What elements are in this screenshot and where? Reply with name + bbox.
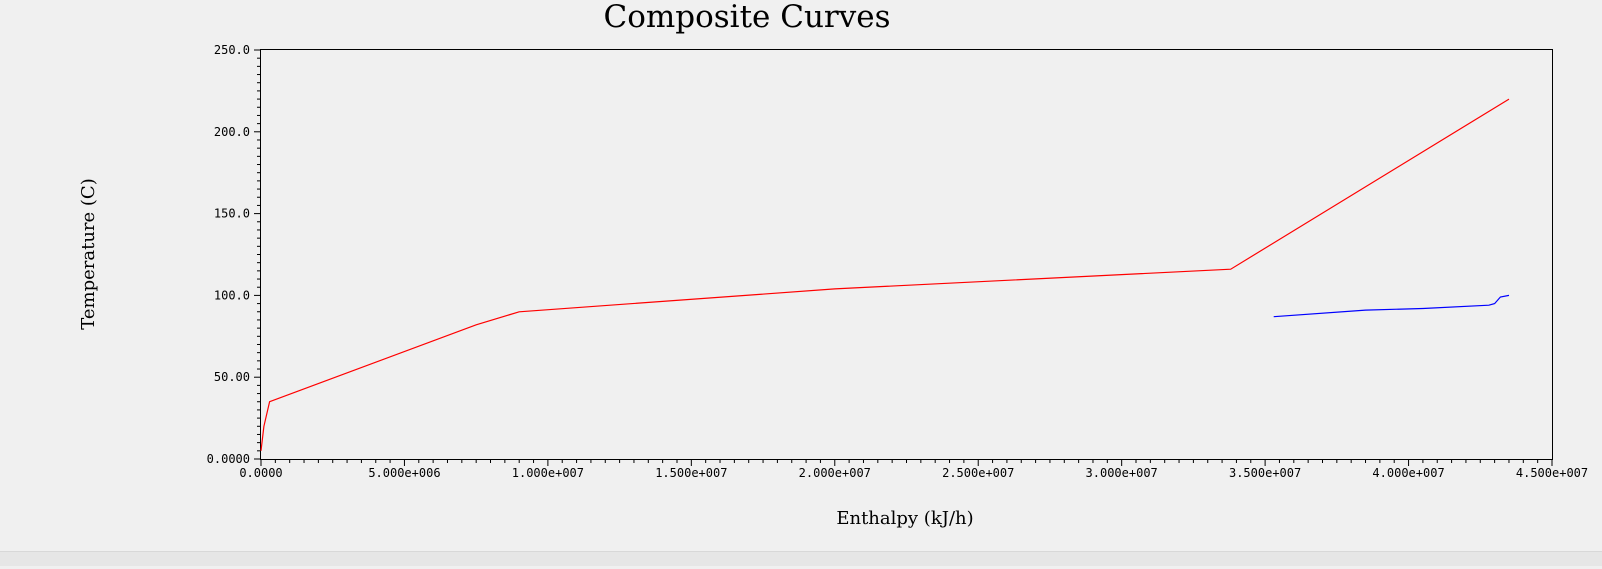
y-tick-label: 150.0 [214, 207, 250, 221]
x-tick-label: 2.500e+007 [942, 466, 1014, 480]
hot-composite-curve [260, 98, 1510, 451]
y-tick-label: 200.0 [214, 125, 250, 139]
chart-title: Composite Curves [603, 0, 890, 35]
x-tick-label: 3.000e+007 [1086, 466, 1158, 480]
y-tick-label: 50.00 [214, 370, 250, 384]
y-tick-label: 0.0000 [207, 452, 250, 466]
x-tick-label: 4.000e+007 [1372, 466, 1444, 480]
x-tick-label: 3.500e+007 [1229, 466, 1301, 480]
series-layer [260, 98, 1510, 451]
x-axis-label: Enthalpy (kJ/h) [836, 508, 973, 529]
x-tick-label: 1.500e+007 [655, 466, 727, 480]
status-strip [0, 551, 1602, 566]
y-tick-label: 250.0 [214, 43, 250, 57]
y-tick-label: 100.0 [214, 288, 250, 302]
x-tick-label: 4.500e+007 [1516, 466, 1588, 480]
x-tick-label: 2.000e+007 [799, 466, 871, 480]
cold-composite-curve [1273, 294, 1510, 318]
x-tick-label: 0.0000 [239, 466, 282, 480]
x-axis: 0.0000 5.000e+006 1.000e+007 1.500e+007 2.00… [239, 459, 1588, 480]
plot-frame [260, 49, 1553, 460]
x-tick-label: 1.000e+007 [512, 466, 584, 480]
x-tick-label: 5.000e+006 [368, 466, 440, 480]
y-axis: 0.0000 50.00 100.0 150.0 200.0 250.0 [207, 43, 261, 466]
y-axis-label: Temperature (C) [78, 178, 99, 329]
